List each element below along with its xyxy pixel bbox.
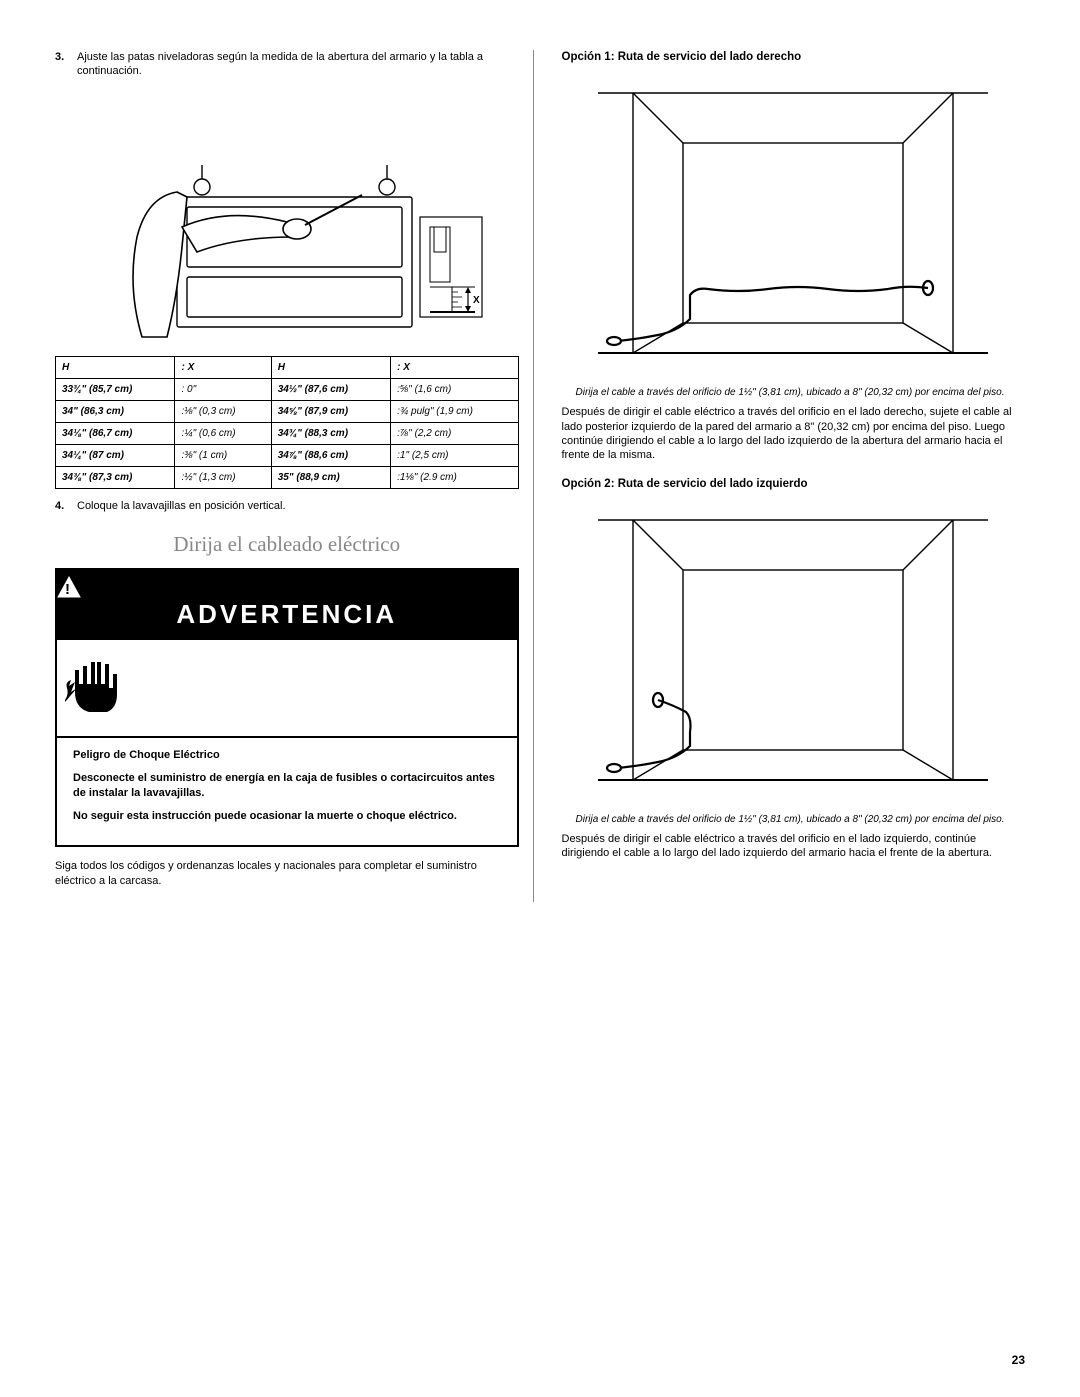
- step-3-text: Ajuste las patas niveladoras según la me…: [77, 50, 519, 79]
- warn-p1: Peligro de Choque Eléctrico: [73, 748, 501, 763]
- th: H: [271, 356, 390, 378]
- option1-caption: Dirija el cable a través del orificio de…: [576, 387, 1026, 400]
- step-3-num: 3.: [55, 50, 69, 79]
- left-column: 3. Ajuste las patas niveladoras según la…: [55, 50, 534, 902]
- measurement-table: H : X H : X 33¾" (85,7 cm): 0"34½" (87,6…: [55, 356, 519, 489]
- after-warning-text: Siga todos los códigos y ordenanzas loca…: [55, 859, 519, 888]
- option1-figure: [562, 73, 1026, 373]
- th: : X: [175, 356, 271, 378]
- section-title: Dirija el cableado eléctrico: [55, 531, 519, 558]
- svg-text:X: X: [473, 295, 480, 306]
- leveling-figure: X: [55, 87, 519, 342]
- warning-word: ADVERTENCIA: [176, 599, 397, 629]
- step-4-num: 4.: [55, 499, 69, 513]
- option2-caption: Dirija el cable a través del orificio de…: [576, 814, 1026, 827]
- shock-icon: [57, 640, 517, 738]
- option1-body: Después de dirigir el cable eléctrico a …: [562, 405, 1026, 462]
- step-3: 3. Ajuste las patas niveladoras según la…: [55, 50, 519, 79]
- option2-figure: [562, 500, 1026, 800]
- warning-box: ! ADVERTENCIA Peligro de Choque Eléctric…: [55, 568, 519, 847]
- th: : X: [391, 356, 518, 378]
- step-4: 4. Coloque la lavavajillas en posición v…: [55, 499, 519, 513]
- page-number: 23: [1012, 1353, 1025, 1369]
- option1-heading: Opción 1: Ruta de servicio del lado dere…: [562, 50, 1026, 65]
- th: H: [56, 356, 175, 378]
- warning-header: ! ADVERTENCIA: [57, 570, 517, 640]
- warn-p3: No seguir esta instrucción puede ocasion…: [73, 809, 501, 824]
- option2-heading: Opción 2: Ruta de servicio del lado izqu…: [562, 477, 1026, 492]
- warning-body: Peligro de Choque Eléctrico Desconecte e…: [57, 738, 517, 845]
- step-4-text: Coloque la lavavajillas en posición vert…: [77, 499, 286, 513]
- svg-text:!: !: [65, 581, 73, 598]
- right-column: Opción 1: Ruta de servicio del lado dere…: [562, 50, 1026, 902]
- warn-p2: Desconecte el suministro de energía en l…: [73, 771, 501, 801]
- option2-body: Después de dirigir el cable eléctrico a …: [562, 832, 1026, 861]
